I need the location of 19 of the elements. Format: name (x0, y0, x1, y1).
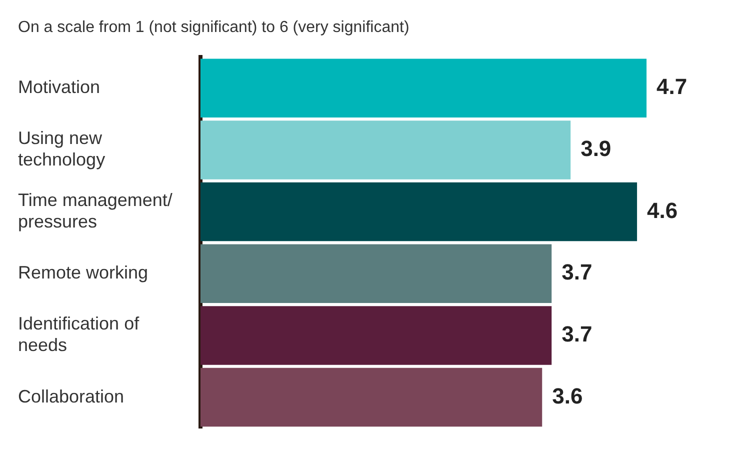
data-label: 3.9 (580, 136, 612, 162)
y-tick-label: Motivation (18, 77, 100, 98)
bar (200, 368, 542, 427)
y-tick-label: Time management/ pressures (18, 190, 172, 232)
y-tick-label: Identification of needs (18, 314, 140, 356)
bar (200, 182, 638, 242)
data-label: 3.7 (562, 260, 592, 285)
bar (200, 120, 571, 180)
y-tick-label: Collaboration (18, 386, 124, 406)
data-label: 3.7 (562, 322, 592, 347)
data-label: 3.6 (552, 383, 583, 408)
y-tick-label: Using new technology (18, 128, 106, 170)
chart-title: On a scale from 1 (not significant) to 6 (very significant) (18, 19, 410, 36)
data-label: 4.7 (656, 74, 688, 100)
bar (200, 58, 647, 118)
data-label: 4.6 (647, 198, 678, 223)
y-tick-label: Remote working (18, 262, 148, 283)
bar (200, 306, 552, 365)
bar (200, 244, 552, 303)
